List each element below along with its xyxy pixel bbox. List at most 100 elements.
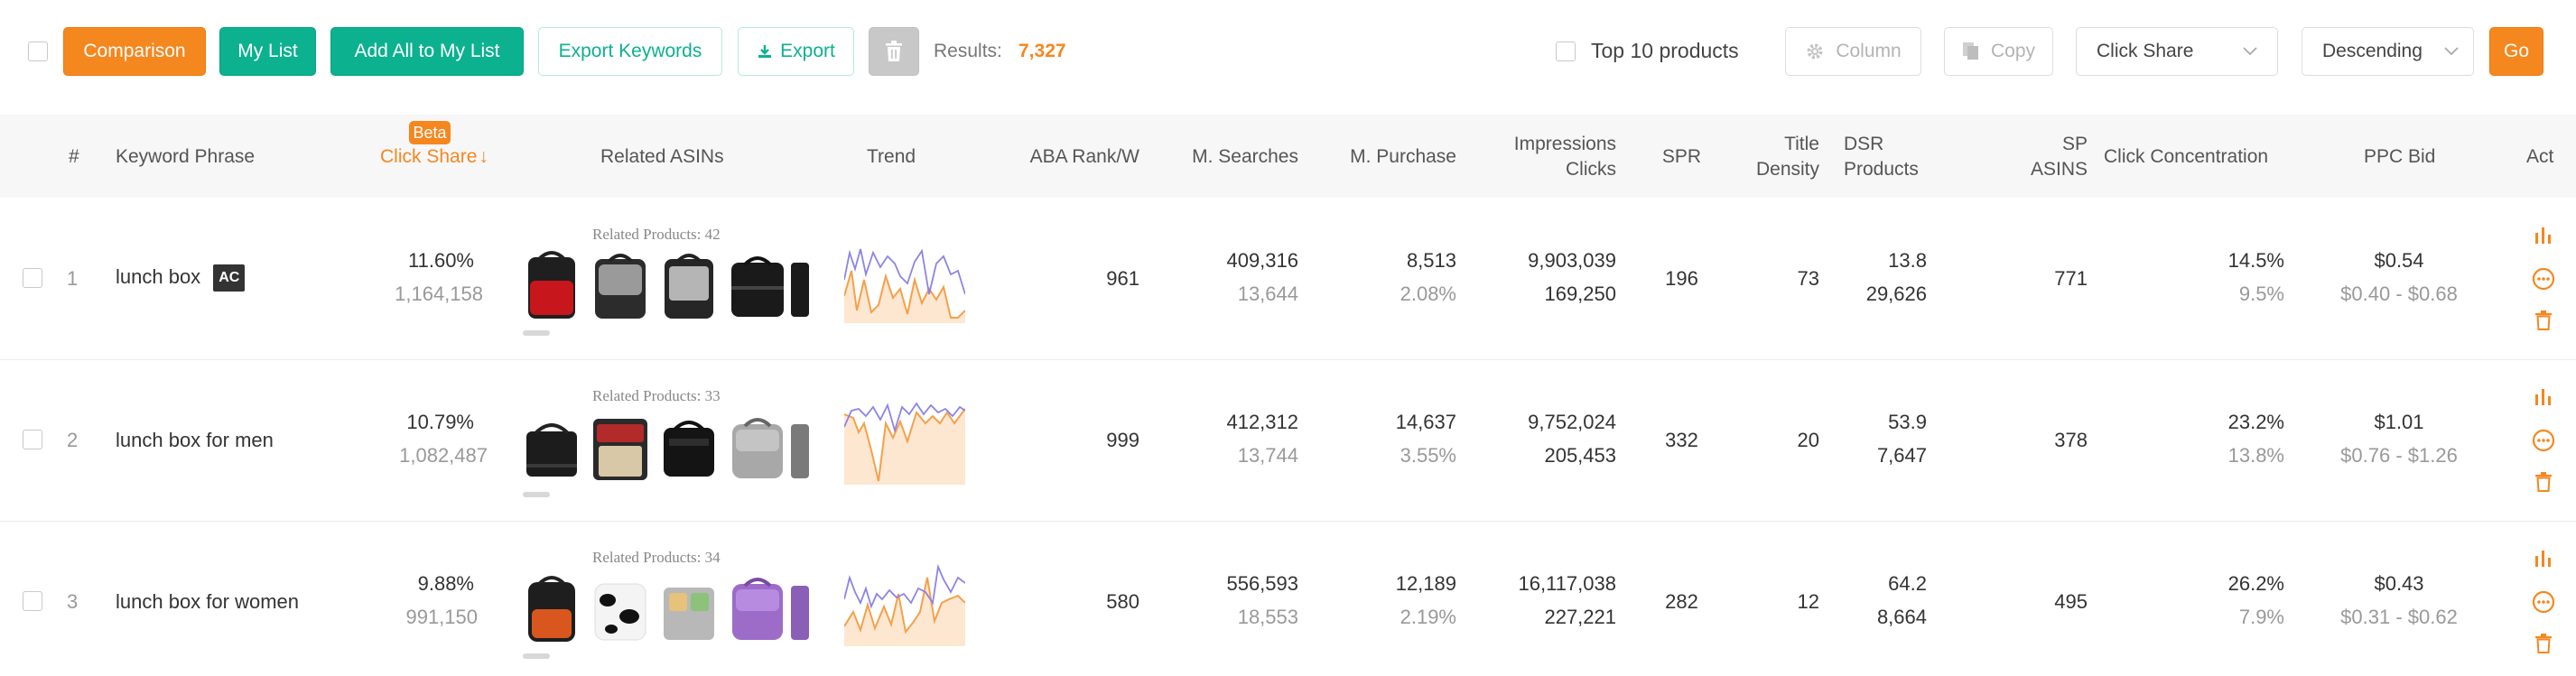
row-checkbox[interactable] [23, 268, 42, 288]
product-thumbnail[interactable] [729, 412, 786, 484]
click-concentration-value: 26.2% [2227, 572, 2284, 595]
product-thumbnail[interactable] [791, 412, 809, 484]
product-thumbnail[interactable] [660, 412, 718, 484]
click-count-value: 1,082,487 [399, 444, 488, 467]
product-thumbnail[interactable] [591, 412, 649, 484]
column-button[interactable]: Column [1785, 27, 1921, 76]
trend-chart[interactable] [844, 396, 965, 485]
ppc-bid-range: $0.31 - $0.62 [2340, 606, 2458, 628]
column-title-density-1[interactable]: Title [1784, 134, 1819, 154]
delete-selected-button[interactable] [869, 27, 919, 76]
beta-badge: Beta [409, 121, 451, 144]
column-click-concentration[interactable]: Click Concentration [2104, 146, 2269, 167]
products-value: 8,664 [1876, 606, 1927, 628]
product-thumbnail[interactable] [729, 250, 786, 322]
column-clicks[interactable]: Clicks [1566, 159, 1616, 180]
thumbnail-scrollbar[interactable] [523, 653, 550, 659]
trend-chart[interactable] [844, 244, 965, 323]
column-actions: Act [2526, 146, 2554, 167]
more-icon[interactable] [2532, 267, 2555, 295]
product-thumbnail[interactable] [523, 573, 581, 645]
sort-field-select[interactable]: Click Share [2076, 27, 2278, 76]
sort-order-select[interactable]: Descending [2302, 27, 2474, 76]
click-share-value: 9.88% [417, 572, 474, 595]
click-share-value: 10.79% [406, 411, 474, 433]
top-10-products-checkbox[interactable] [1556, 42, 1576, 61]
product-thumbnail[interactable] [791, 250, 809, 322]
keyword-cell[interactable]: lunch box for women [116, 589, 299, 615]
click-concentration-sub-value: 7.9% [2238, 606, 2284, 628]
row-index: 2 [67, 429, 79, 451]
sp-asins-value: 771 [2054, 267, 2088, 290]
column-ppc-bid[interactable]: PPC Bid [2364, 146, 2436, 167]
column-sp-asins-1[interactable]: SP [2061, 134, 2088, 154]
more-icon[interactable] [2532, 429, 2555, 457]
thumbnail-scrollbar[interactable] [523, 492, 550, 497]
column-m-purchase[interactable]: M. Purchase [1350, 146, 1456, 167]
export-label: Export [780, 41, 835, 61]
row-checkbox[interactable] [23, 430, 42, 449]
trend-chart[interactable] [844, 558, 965, 646]
bar-chart-icon[interactable] [2534, 387, 2553, 410]
click-concentration-sub-value: 9.5% [2238, 282, 2284, 305]
product-thumbnail[interactable] [591, 250, 649, 322]
m-searches-sub-value: 18,553 [1237, 606, 1298, 628]
sort-order-value: Descending [2322, 41, 2423, 61]
ppc-bid-value: $0.43 [2374, 572, 2424, 595]
m-searches-value: 409,316 [1226, 249, 1298, 272]
m-purchase-value: 12,189 [1395, 572, 1456, 595]
bar-chart-icon[interactable] [2534, 549, 2553, 571]
column-sp-asins-2[interactable]: ASINS [2030, 159, 2088, 180]
title-density-value: 12 [1797, 590, 1819, 613]
column-impressions[interactable]: Impressions [1513, 134, 1616, 154]
product-thumbnail[interactable] [660, 250, 718, 322]
table-row: 2 lunch box for men 10.79% 1,082,487 Rel… [0, 360, 2576, 522]
my-list-button[interactable]: My List [219, 27, 316, 76]
table-row: 3 lunch box for women 9.88% 991,150 Rela… [0, 522, 2576, 676]
column-dsr-2[interactable]: Products [1844, 159, 1919, 180]
dsr-value: 13.8 [1888, 249, 1927, 272]
row-checkbox[interactable] [23, 591, 42, 611]
add-all-to-my-list-button[interactable]: Add All to My List [330, 27, 524, 76]
title-density-value: 73 [1797, 267, 1819, 290]
column-click-share[interactable]: Click Share↓ [380, 145, 488, 169]
column-keyword-phrase[interactable]: Keyword Phrase [116, 146, 256, 167]
m-purchase-value: 14,637 [1395, 411, 1456, 433]
column-spr[interactable]: SPR [1661, 146, 1702, 167]
export-keywords-button[interactable]: Export Keywords [538, 27, 722, 76]
product-thumbnail[interactable] [660, 573, 718, 645]
top-10-products-label: Top 10 products [1591, 39, 1739, 62]
row-index: 1 [67, 267, 79, 290]
trash-icon[interactable] [2534, 634, 2553, 658]
go-button[interactable]: Go [2489, 27, 2543, 76]
trash-icon[interactable] [2534, 472, 2553, 496]
product-thumbnail[interactable] [591, 573, 649, 645]
column-m-searches[interactable]: M. Searches [1192, 146, 1298, 167]
product-thumbnail[interactable] [791, 573, 809, 645]
comparison-button[interactable]: Comparison [63, 27, 206, 76]
export-button[interactable]: Export [738, 27, 854, 76]
products-value: 7,647 [1876, 444, 1927, 467]
column-aba-rank[interactable]: ABA Rank/W [1029, 146, 1139, 167]
column-title-density-2[interactable]: Density [1755, 159, 1819, 180]
keyword-cell[interactable]: lunch box for men [116, 428, 274, 453]
aba-rank-value: 999 [1106, 429, 1139, 451]
product-thumbnail[interactable] [523, 412, 581, 484]
spr-value: 196 [1665, 267, 1698, 290]
click-count-value: 991,150 [405, 606, 478, 628]
copy-button[interactable]: Copy [1944, 27, 2053, 76]
select-all-checkbox[interactable] [28, 42, 48, 61]
trash-icon[interactable] [2534, 310, 2553, 335]
keyword-text: lunch box [116, 265, 201, 288]
clicks-value: 169,250 [1544, 282, 1616, 305]
thumbnail-scrollbar[interactable] [523, 330, 550, 336]
more-icon[interactable] [2532, 590, 2555, 618]
product-thumbnail[interactable] [729, 573, 786, 645]
keyword-cell[interactable]: lunch box AC [116, 264, 246, 292]
click-share-value: 11.60% [408, 249, 474, 272]
column-dsr-1[interactable]: DSR [1844, 134, 1884, 154]
bar-chart-icon[interactable] [2534, 226, 2553, 248]
products-value: 29,626 [1865, 282, 1927, 305]
product-thumbnail[interactable] [523, 250, 581, 322]
chevron-down-icon [2444, 47, 2459, 56]
